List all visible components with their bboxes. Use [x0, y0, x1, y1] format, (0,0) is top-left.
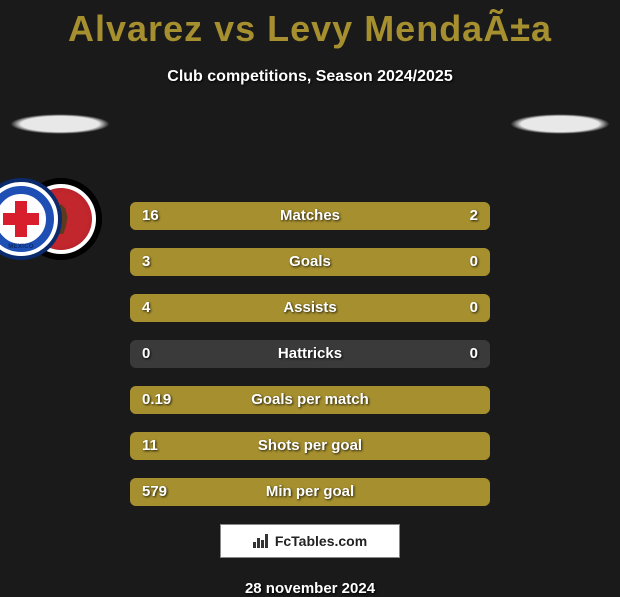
footer-brand: FcTables.com — [220, 524, 400, 558]
stat-row: 40Assists — [130, 294, 490, 322]
stat-row: 162Matches — [130, 202, 490, 230]
player-left-silhouette-base — [10, 114, 110, 134]
stat-row: 30Goals — [130, 248, 490, 276]
stat-label: Matches — [130, 202, 490, 230]
stat-row: 579Min per goal — [130, 478, 490, 506]
stat-label: Hattricks — [130, 340, 490, 368]
cruz-azul-cross-icon — [1, 199, 41, 239]
stat-label: Min per goal — [130, 478, 490, 506]
stat-label: Goals per match — [130, 386, 490, 414]
stat-label: Shots per goal — [130, 432, 490, 460]
player-right-silhouette-base — [510, 114, 610, 134]
page-title: Alvarez vs Levy MendaÃ±a — [0, 0, 620, 50]
date-text: 28 november 2024 — [0, 580, 620, 597]
subtitle: Club competitions, Season 2024/2025 — [0, 68, 620, 86]
comparison-area: MEXICO 162Matches30Goals40Assists00Hattr… — [0, 120, 620, 506]
stat-row: 0.19Goals per match — [130, 386, 490, 414]
stat-row: 11Shots per goal — [130, 432, 490, 460]
stat-row: 00Hattricks — [130, 340, 490, 368]
bar-chart-icon — [253, 534, 269, 548]
stat-label: Assists — [130, 294, 490, 322]
stat-label: Goals — [130, 248, 490, 276]
stats-bars: 162Matches 30Goals 40Assists 00Hattricks 0.1… — [130, 202, 490, 506]
footer-brand-text: FcTables.com — [275, 533, 367, 549]
